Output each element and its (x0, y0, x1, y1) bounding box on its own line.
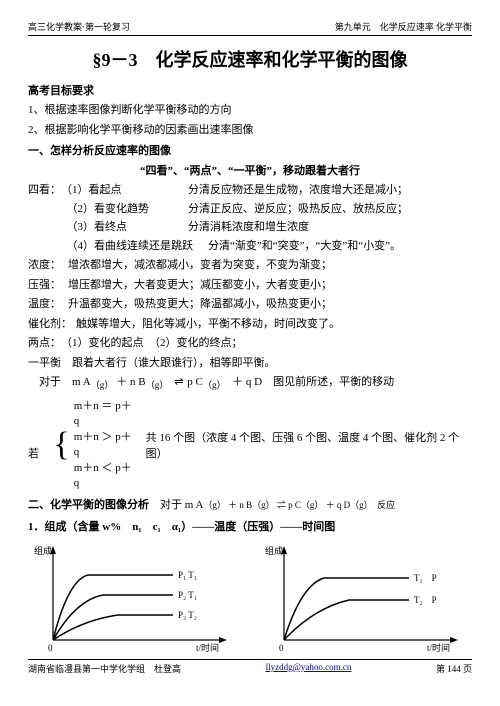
graph-1: 组成 P₁ T₁ P₂ T₁ P₃ T₂ 0 t/时间 (28, 540, 241, 655)
graph-2: 组成 T₁ P T₂ P 0 t/时间 (259, 540, 472, 655)
look-row-4: （4）看曲线连续还是跳跃 分清“渐变”和“突变”，“大变”和“小变”。 (28, 238, 472, 255)
factor-catalyst: 催化剂：触媒等增大，阻化等减小，平衡不移动，时间改变了。 (28, 316, 472, 333)
page-header: 高三化学教案·第一轮复习 第九单元 化学反应速率 化学平衡 (28, 20, 472, 36)
two-points: 两点： （1）变化的起点 （2）变化的终点； (28, 335, 472, 352)
svg-text:组成: 组成 (265, 545, 283, 556)
brace-cases: 若 { m＋n ＝ p＋q m＋n ＞ p＋q m＋n ＜ p＋q 共 16 个… (28, 399, 472, 491)
svg-text:P₃ T₂: P₃ T₂ (178, 610, 197, 620)
look-row-2: （2）看变化趋势 分清正反应、逆反应；吸热反应、放热反应； (28, 201, 472, 218)
equilibrium-arrow-icon: ⇌ (171, 376, 184, 388)
section-2-1: 1．组成（含量 w% n₁ c₁ α₁）——温度（压强）——时间图 (28, 518, 472, 534)
svg-text:T₂ P: T₂ P (414, 595, 437, 605)
svg-text:t/时间: t/时间 (196, 642, 219, 653)
svg-text:0: 0 (48, 643, 53, 653)
look-row-1: 四看： （1）看起点 分清反应物还是生成物，浓度增大还是减小； (28, 182, 472, 199)
look-row-3: （3）看终点 分清消耗浓度和增生浓度 (28, 219, 472, 236)
svg-text:P₁ T₁: P₁ T₁ (178, 570, 197, 580)
page-title: §9－3 化学反应速率和化学平衡的图像 (28, 46, 472, 72)
svg-text:0: 0 (279, 643, 284, 653)
one-equilibrium: 一平衡 跟着大者行（谁大跟谁行），相等即平衡。 (28, 355, 472, 372)
factor-pressure: 压强：增压都增大，大者变更大；减压都变小，大者变更小； (28, 277, 472, 294)
graphs-row: 组成 P₁ T₁ P₂ T₁ P₃ T₂ 0 t/时间 组成 T₁ P T₂ P… (28, 540, 472, 655)
factor-temperature: 温度：升温都变大，吸热变更大；降温都减小，吸热变更小； (28, 296, 472, 313)
left-brace-icon: { (53, 428, 69, 462)
svg-text:t/时间: t/时间 (427, 642, 450, 653)
reaction-equation: 对于 m A（g） ＋ n B（g） ⇌ p C（g） ＋ q D 图见前所述，… (28, 374, 472, 393)
svg-text:组成: 组成 (34, 545, 52, 556)
svg-text:T₁ P: T₁ P (414, 573, 437, 583)
footer-left: 湖南省临澧县第一中学化学组 杜登高 (28, 662, 181, 675)
section-1-subtitle: “四看”、“两点”、“一平衡”，移动跟着大者行 (28, 162, 472, 178)
page-footer: 湖南省临澧县第一中学化学组 杜登高 llyzddg@yahoo.com.cn 第… (28, 659, 472, 675)
goals-heading: 高考目标要求 (28, 82, 472, 98)
section-1-heading: 一、怎样分析反应速率的图像 (28, 142, 472, 158)
goal-2: 2、根据影响化学平衡移动的因素画出速率图像 (28, 122, 472, 139)
header-right: 第九单元 化学反应速率 化学平衡 (335, 20, 472, 33)
factor-concentration: 浓度：增浓都增大，减浓都减小，变者为突变，不变为渐变； (28, 257, 472, 274)
footer-email[interactable]: llyzddg@yahoo.com.cn (266, 662, 352, 675)
footer-right: 第 144 页 (436, 662, 472, 675)
goal-1: 1、根据速率图像判断化学平衡移动的方向 (28, 102, 472, 119)
header-left: 高三化学教案·第一轮复习 (28, 20, 130, 33)
svg-text:P₂ T₁: P₂ T₁ (178, 590, 197, 600)
section-2-heading: 二、化学平衡的图像分析 对于 m A（g） ＋ n B（g） ⇌ p C（g） … (28, 497, 472, 514)
